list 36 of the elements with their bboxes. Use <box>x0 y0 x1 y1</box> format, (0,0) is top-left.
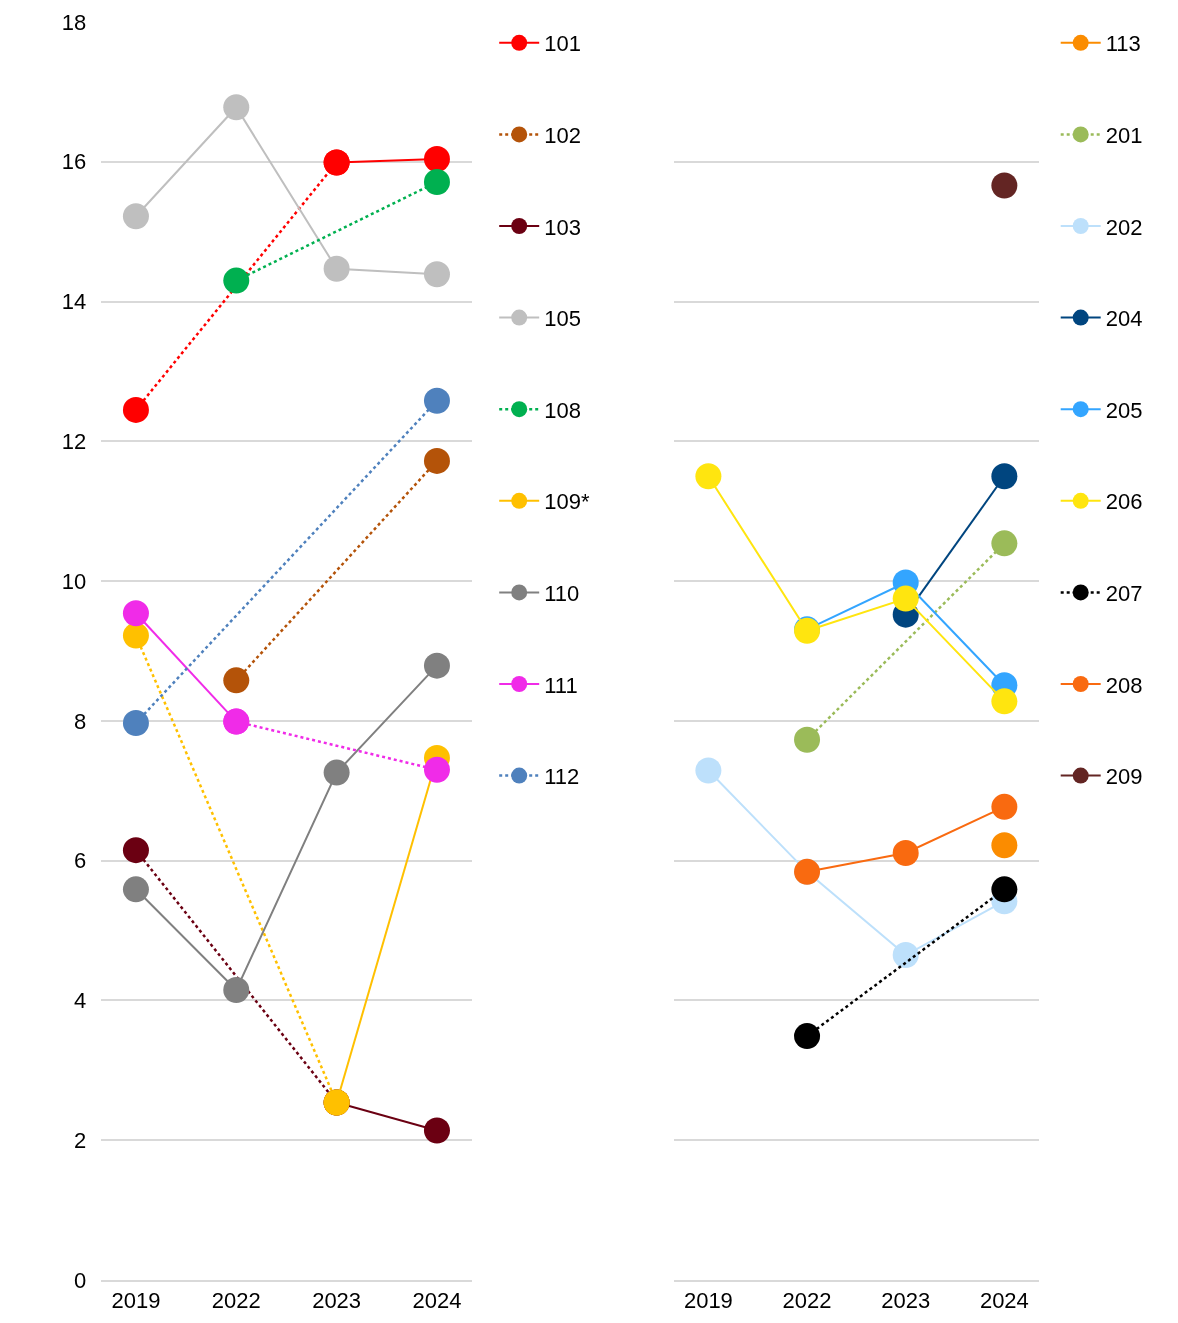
legend-label: 206 <box>1105 489 1143 515</box>
x-tick-label: 2024 <box>412 1288 462 1314</box>
y-tick-label: 12 <box>61 429 87 455</box>
x-tick-label: 2019 <box>111 1288 161 1314</box>
legend-label: 208 <box>1105 672 1143 698</box>
y-tick-label: 6 <box>73 848 87 874</box>
legend-label: 105 <box>544 306 581 332</box>
y-tick-label: 4 <box>73 988 87 1014</box>
legend-label: 209 <box>1105 764 1143 790</box>
x-tick-label: 2022 <box>782 1288 832 1314</box>
x-tick-label: 2022 <box>211 1288 261 1314</box>
legend-label: 202 <box>1105 214 1143 240</box>
legend-label: 207 <box>1105 580 1143 606</box>
y-tick-label: 10 <box>61 568 87 594</box>
legend-label: 102 <box>544 122 581 148</box>
legend-label: 111 <box>544 672 578 698</box>
x-tick-label: 2023 <box>881 1288 931 1314</box>
legend-label: 103 <box>544 214 581 240</box>
y-tick-label: 0 <box>73 1267 87 1293</box>
legend-label: 205 <box>1105 397 1143 423</box>
y-tick-label: 8 <box>73 708 87 734</box>
legend-label: 108 <box>544 397 581 423</box>
legend-label: 110 <box>544 580 580 606</box>
x-tick-label: 2024 <box>979 1288 1029 1314</box>
legend-label: 204 <box>1105 306 1143 332</box>
y-tick-label: 18 <box>61 9 87 35</box>
x-tick-label: 2023 <box>312 1288 362 1314</box>
legend-label: 112 <box>544 764 580 790</box>
y-tick-label: 16 <box>61 149 87 175</box>
x-tick-label: 2019 <box>683 1288 733 1314</box>
legend-label: 201 <box>1105 122 1143 148</box>
y-tick-label: 14 <box>61 289 87 315</box>
y-tick-label: 2 <box>73 1127 87 1153</box>
legend-label: 101 <box>544 31 581 57</box>
legend-label: 113 <box>1105 31 1141 57</box>
legend-label: 109* <box>544 489 590 515</box>
